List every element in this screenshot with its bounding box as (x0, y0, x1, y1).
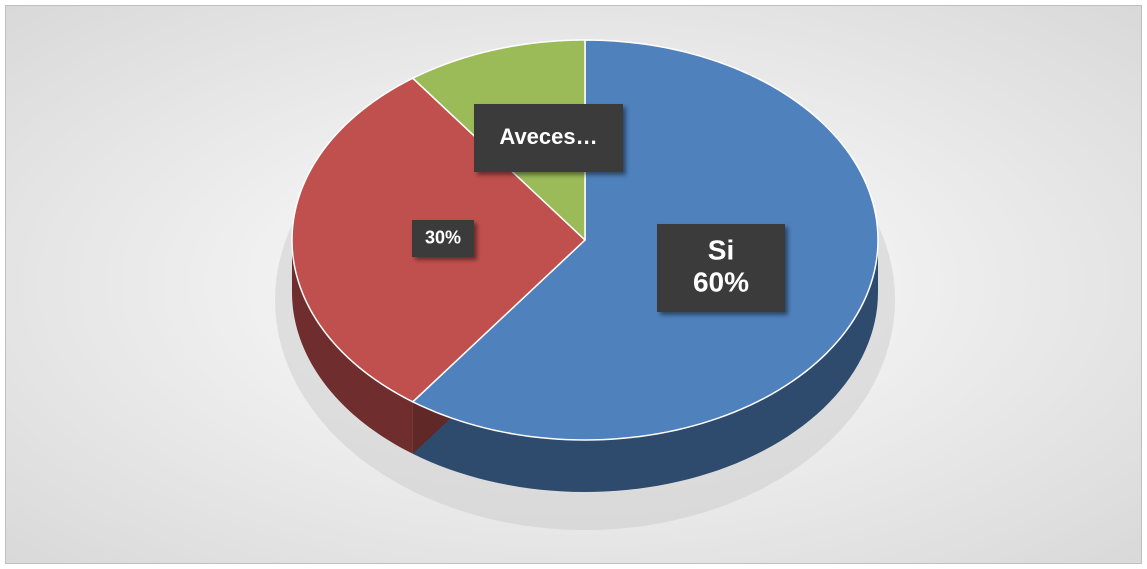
slice-side (292, 240, 413, 454)
slice (412, 39, 879, 441)
data-label: 30% (425, 227, 461, 247)
data-label: Aveces… (499, 124, 597, 149)
data-label-box (657, 224, 785, 312)
data-label-box (412, 220, 474, 257)
slice-side (412, 240, 878, 492)
data-label: 60% (693, 266, 749, 297)
data-label-box (474, 104, 623, 172)
data-label: Si (708, 234, 734, 265)
